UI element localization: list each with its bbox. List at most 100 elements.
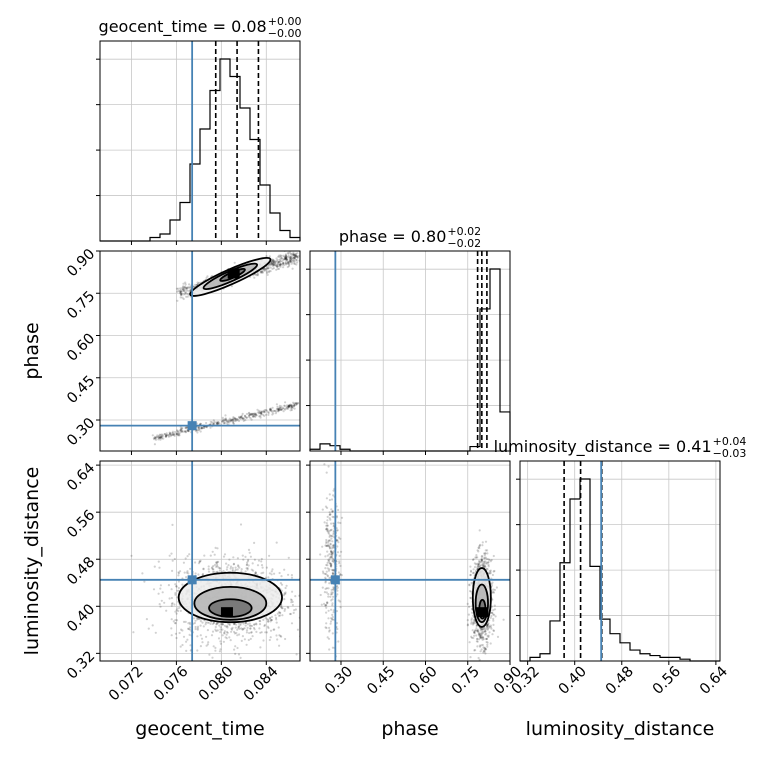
- sample-point: [231, 566, 234, 570]
- sample-point: [279, 263, 282, 266]
- sample-point: [130, 554, 133, 557]
- sample-point: [293, 257, 296, 260]
- sample-point: [486, 549, 489, 552]
- sample-point: [291, 258, 294, 261]
- sample-point: [484, 633, 487, 636]
- sample-point: [216, 421, 220, 424]
- sample-point: [329, 549, 332, 553]
- sample-point: [154, 438, 158, 441]
- sample-point: [291, 405, 294, 408]
- sample-point: [258, 627, 261, 630]
- sample-point: [286, 260, 290, 263]
- sample-point: [284, 262, 287, 265]
- sample-point: [277, 260, 280, 264]
- sample-point: [328, 517, 331, 520]
- sample-point: [273, 264, 276, 267]
- sample-point: [276, 264, 279, 267]
- sample-point: [326, 561, 329, 565]
- sample-point: [248, 624, 251, 627]
- sample-point: [330, 535, 333, 538]
- sample-point: [205, 635, 208, 638]
- sample-point: [290, 574, 293, 577]
- sample-point: [330, 552, 333, 555]
- sample-point: [272, 412, 275, 415]
- sample-point: [180, 293, 183, 296]
- sample-point: [323, 572, 327, 576]
- y-tick-label: 0.56: [64, 507, 98, 541]
- sample-point: [492, 623, 495, 627]
- sample-point: [262, 413, 265, 416]
- sample-point: [217, 422, 220, 425]
- sample-point: [277, 260, 280, 263]
- sample-point: [259, 412, 263, 415]
- sample-point: [323, 602, 326, 606]
- sample-point: [471, 611, 474, 614]
- sample-point: [290, 601, 293, 604]
- sample-point: [258, 619, 261, 623]
- sample-point: [232, 422, 235, 425]
- sample-point: [473, 619, 476, 622]
- sample-point: [328, 568, 331, 571]
- sample-point: [475, 556, 478, 559]
- sample-point: [327, 539, 330, 543]
- sample-point: [293, 260, 296, 263]
- sample-point: [239, 656, 242, 660]
- sample-point: [331, 615, 334, 619]
- sample-point: [273, 263, 276, 266]
- sample-point: [472, 636, 475, 640]
- sample-point: [473, 630, 476, 634]
- sample-point: [183, 289, 186, 292]
- sample-point: [189, 285, 192, 288]
- sample-point: [271, 263, 274, 266]
- sample-point: [156, 435, 159, 439]
- sample-point: [285, 584, 288, 587]
- sample-point: [473, 634, 476, 637]
- sample-point: [483, 564, 486, 568]
- sample-point: [339, 564, 342, 568]
- sample-point: [212, 645, 215, 648]
- sample-point: [475, 624, 478, 628]
- sample-point: [174, 618, 177, 622]
- sample-point: [279, 582, 282, 585]
- sample-point: [485, 637, 488, 641]
- sample-point: [470, 590, 473, 593]
- sample-point: [147, 627, 150, 630]
- sample-point: [331, 560, 334, 563]
- sample-point: [199, 620, 202, 623]
- y-tick-label: 0.48: [64, 554, 98, 588]
- sample-point: [262, 639, 265, 642]
- sample-point: [332, 533, 335, 536]
- sample-point: [469, 569, 473, 572]
- sample-point: [292, 256, 296, 259]
- sample-point: [272, 261, 276, 264]
- sample-point: [268, 408, 272, 411]
- title-upper-error: +0.04: [713, 435, 747, 448]
- sample-point: [199, 634, 202, 637]
- y-tick-label: 0.40: [64, 601, 98, 635]
- sample-point: [470, 617, 473, 620]
- sample-point: [279, 258, 282, 261]
- sample-point: [180, 292, 183, 295]
- sample-point: [332, 494, 335, 497]
- sample-point: [230, 628, 234, 631]
- sample-point: [239, 415, 242, 418]
- sample-point: [250, 412, 253, 415]
- sample-point: [483, 650, 486, 653]
- sample-point: [486, 623, 489, 626]
- sample-point: [237, 419, 241, 423]
- sample-point: [183, 286, 186, 289]
- sample-point: [258, 411, 261, 414]
- sample-point: [161, 591, 164, 594]
- sample-point: [248, 413, 252, 416]
- sample-point: [329, 595, 332, 598]
- sample-point: [477, 632, 481, 635]
- sample-point: [274, 262, 277, 265]
- sample-point: [266, 618, 269, 621]
- sample-point: [327, 544, 330, 548]
- sample-point: [332, 489, 335, 492]
- sample-point: [176, 589, 179, 592]
- sample-point: [326, 544, 329, 548]
- sample-point: [238, 415, 241, 418]
- sample-point: [469, 590, 472, 593]
- sample-point: [225, 419, 228, 422]
